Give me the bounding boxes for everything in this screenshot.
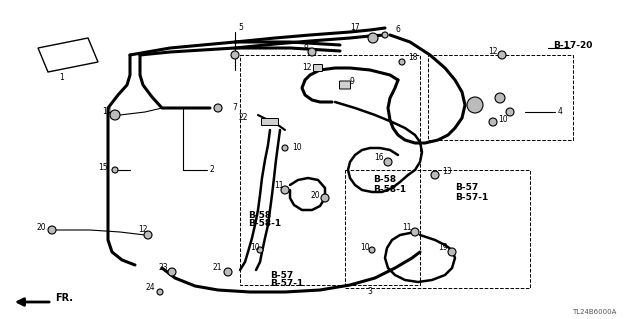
FancyBboxPatch shape bbox=[339, 81, 351, 89]
Circle shape bbox=[498, 51, 506, 59]
Circle shape bbox=[384, 158, 392, 166]
Text: 13: 13 bbox=[442, 167, 452, 176]
Circle shape bbox=[110, 110, 120, 120]
FancyBboxPatch shape bbox=[314, 64, 323, 71]
Circle shape bbox=[369, 247, 375, 253]
Circle shape bbox=[448, 248, 456, 256]
Circle shape bbox=[224, 268, 232, 276]
Text: 11: 11 bbox=[403, 224, 412, 233]
Circle shape bbox=[399, 59, 405, 65]
Text: B-58: B-58 bbox=[248, 211, 271, 219]
Text: B-57: B-57 bbox=[455, 183, 478, 192]
Circle shape bbox=[281, 186, 289, 194]
Text: 24: 24 bbox=[145, 284, 155, 293]
Text: 6: 6 bbox=[395, 26, 400, 34]
Text: 2: 2 bbox=[210, 166, 215, 174]
Circle shape bbox=[48, 226, 56, 234]
Circle shape bbox=[231, 51, 239, 59]
Circle shape bbox=[168, 268, 176, 276]
Circle shape bbox=[411, 228, 419, 236]
Text: B-57-1: B-57-1 bbox=[270, 279, 303, 288]
Bar bbox=[428, 55, 573, 140]
Circle shape bbox=[157, 289, 163, 295]
Text: 3: 3 bbox=[367, 287, 372, 296]
Text: 21: 21 bbox=[212, 263, 222, 272]
Circle shape bbox=[257, 247, 263, 253]
Circle shape bbox=[144, 231, 152, 239]
Text: 4: 4 bbox=[558, 108, 563, 116]
Circle shape bbox=[467, 97, 483, 113]
Text: 19: 19 bbox=[438, 243, 448, 253]
Text: B-57-1: B-57-1 bbox=[455, 192, 488, 202]
Text: 12: 12 bbox=[138, 226, 148, 234]
Text: 1: 1 bbox=[60, 73, 65, 83]
Bar bbox=[345, 170, 530, 288]
Text: 10: 10 bbox=[360, 243, 370, 253]
Text: B-58: B-58 bbox=[373, 175, 396, 184]
Text: 16: 16 bbox=[374, 153, 384, 162]
Text: 9: 9 bbox=[350, 78, 355, 86]
Circle shape bbox=[382, 32, 388, 38]
Text: 8: 8 bbox=[303, 41, 308, 49]
FancyBboxPatch shape bbox=[262, 118, 278, 125]
Circle shape bbox=[495, 93, 505, 103]
Text: FR.: FR. bbox=[55, 293, 73, 303]
Text: 12: 12 bbox=[488, 48, 498, 56]
Text: 7: 7 bbox=[232, 102, 237, 112]
Text: 10: 10 bbox=[292, 144, 301, 152]
Circle shape bbox=[506, 108, 514, 116]
Bar bbox=[240, 55, 420, 285]
Circle shape bbox=[321, 194, 329, 202]
Text: TL24B6000A: TL24B6000A bbox=[572, 309, 616, 315]
Circle shape bbox=[308, 48, 316, 56]
Circle shape bbox=[431, 171, 439, 179]
Text: 18: 18 bbox=[408, 54, 417, 63]
Circle shape bbox=[214, 104, 222, 112]
Text: 14: 14 bbox=[102, 108, 112, 116]
Circle shape bbox=[282, 145, 288, 151]
Text: 10: 10 bbox=[498, 115, 508, 124]
Text: B-57: B-57 bbox=[270, 271, 293, 279]
Text: 5: 5 bbox=[238, 24, 243, 33]
Text: B-17-20: B-17-20 bbox=[554, 41, 593, 49]
Circle shape bbox=[489, 118, 497, 126]
Text: 12: 12 bbox=[303, 63, 312, 72]
Text: 20: 20 bbox=[36, 224, 46, 233]
Circle shape bbox=[112, 167, 118, 173]
Text: 23: 23 bbox=[158, 263, 168, 272]
Circle shape bbox=[368, 33, 378, 43]
Text: 22: 22 bbox=[239, 114, 248, 122]
Text: 17: 17 bbox=[350, 24, 360, 33]
Text: 11: 11 bbox=[275, 181, 284, 189]
Text: 15: 15 bbox=[99, 164, 108, 173]
Text: 20: 20 bbox=[310, 190, 320, 199]
Text: 10: 10 bbox=[250, 243, 260, 253]
Text: B-58-1: B-58-1 bbox=[373, 184, 406, 194]
Text: B-58-1: B-58-1 bbox=[248, 219, 281, 228]
